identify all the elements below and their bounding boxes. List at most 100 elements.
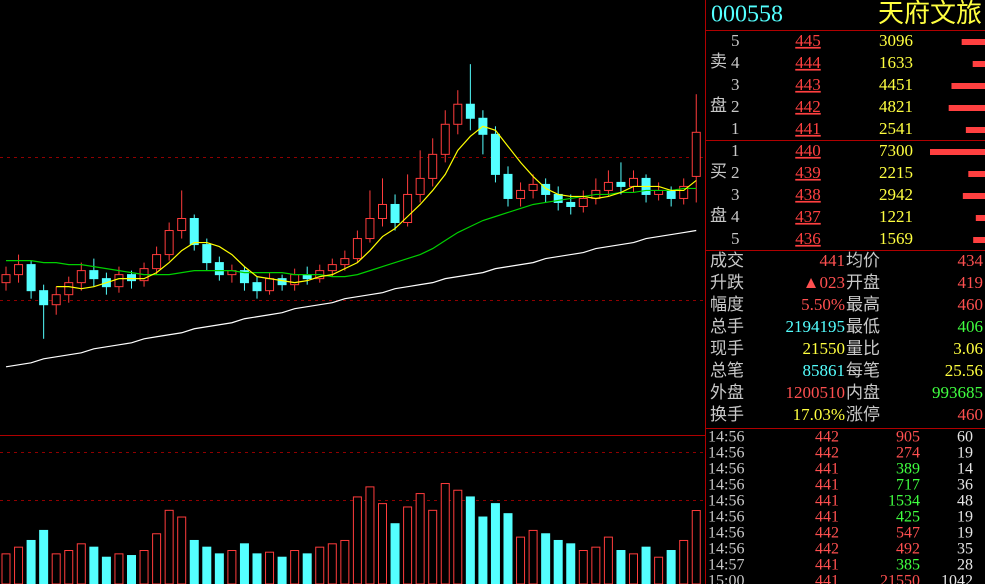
volume-bar (378, 503, 387, 584)
candle-body (239, 270, 249, 284)
candle-body (603, 181, 613, 191)
stat-value: 993685 (932, 383, 983, 402)
book-price: 438 (795, 185, 821, 204)
volume-bar (390, 523, 400, 584)
candle-body (327, 264, 337, 272)
book-volume: 2541 (879, 119, 913, 138)
volume-bar (352, 496, 362, 584)
candle-body (528, 183, 538, 191)
book-price: 440 (795, 141, 821, 160)
tick-price: 441 (815, 493, 839, 510)
volume-bar (39, 529, 49, 584)
tick-count: 14 (957, 461, 973, 478)
volume-bar (503, 513, 513, 584)
book-volume: 1633 (879, 53, 913, 72)
book-side-label: 盘 (710, 206, 727, 225)
candle-body (177, 218, 187, 232)
volume-bar (553, 539, 563, 584)
volume-bar (440, 483, 450, 584)
tick-count: 36 (957, 477, 973, 494)
volume-bar (566, 543, 576, 584)
stat-label: 换手 (710, 405, 744, 424)
volume-bar (51, 553, 61, 584)
tick-time: 15:00 (708, 573, 744, 584)
volume-bar (691, 510, 701, 584)
book-price: 437 (795, 207, 821, 226)
book-volume-bar (975, 215, 985, 221)
volume-bar (1, 553, 11, 584)
candle-body (64, 282, 74, 296)
book-volume: 1221 (879, 207, 913, 226)
book-volume-bar (968, 171, 985, 177)
candle-body (566, 201, 576, 207)
book-price: 436 (795, 229, 821, 248)
candle-body (365, 218, 375, 240)
volume-bar (453, 489, 463, 584)
tick-count: 48 (957, 493, 973, 510)
book-volume: 4821 (879, 97, 913, 116)
book-volume: 3096 (879, 31, 913, 50)
stat-label: 成交 (710, 251, 744, 270)
candle-body (654, 189, 664, 195)
candle-body (202, 244, 212, 264)
candle-body (616, 181, 626, 187)
stat-label: 总笔 (710, 361, 744, 380)
candle-body (127, 274, 136, 282)
volume-bar (403, 506, 413, 584)
tick-price: 442 (815, 541, 839, 558)
stat-value: 21550 (803, 339, 846, 358)
tick-price: 441 (815, 573, 839, 584)
candle-body (503, 173, 513, 199)
candle-body (629, 177, 638, 187)
tick-count: 19 (957, 509, 973, 526)
stat-value: 17.03% (793, 405, 845, 424)
volume-bar (641, 546, 651, 584)
book-volume: 1569 (879, 229, 913, 248)
candle-body (114, 274, 124, 288)
book-level: 5 (731, 31, 740, 50)
book-side-label: 买 (710, 162, 727, 181)
tick-time: 14:56 (708, 541, 744, 558)
book-volume-bar (951, 83, 985, 89)
tick-count: 1042 (941, 573, 973, 584)
stat-value: 85861 (803, 361, 846, 380)
volume-bar (177, 516, 187, 584)
book-level: 3 (731, 185, 740, 204)
tick-volume: 717 (896, 477, 920, 494)
candle-body (691, 131, 701, 177)
book-level: 1 (731, 119, 740, 138)
book-side-label: 盘 (710, 96, 727, 115)
volume-bar (202, 546, 212, 584)
tick-volume: 274 (896, 445, 920, 462)
stat-label: 均价 (846, 251, 880, 270)
tick-count: 35 (957, 541, 973, 558)
stat-value: 3.06 (953, 339, 983, 358)
volume-bar (629, 553, 638, 584)
tick-volume: 389 (896, 461, 920, 478)
tick-time: 14:56 (708, 429, 744, 446)
tick-count: 60 (957, 429, 973, 446)
stat-value: 5.50% (801, 295, 845, 314)
volume-bar (340, 539, 350, 584)
volume-bar (227, 550, 237, 584)
candle-body (189, 218, 199, 246)
volume-bar (490, 503, 500, 584)
book-level: 5 (731, 229, 740, 248)
book-price: 441 (795, 119, 821, 138)
tick-price: 442 (815, 525, 839, 542)
book-price: 439 (795, 163, 821, 182)
tick-time: 14:56 (708, 509, 744, 526)
book-volume-bar (961, 39, 985, 45)
volume-bar (428, 509, 438, 584)
volume-bar (302, 553, 312, 584)
volume-bar (76, 543, 86, 584)
volume-bar (265, 551, 275, 584)
volume-bar (365, 486, 375, 584)
tick-price: 441 (815, 477, 839, 494)
volume-bar (541, 533, 551, 584)
candle-body (164, 230, 174, 256)
tick-volume: 492 (896, 541, 920, 558)
volume-bar (214, 553, 224, 584)
stat-value: 460 (958, 295, 984, 314)
